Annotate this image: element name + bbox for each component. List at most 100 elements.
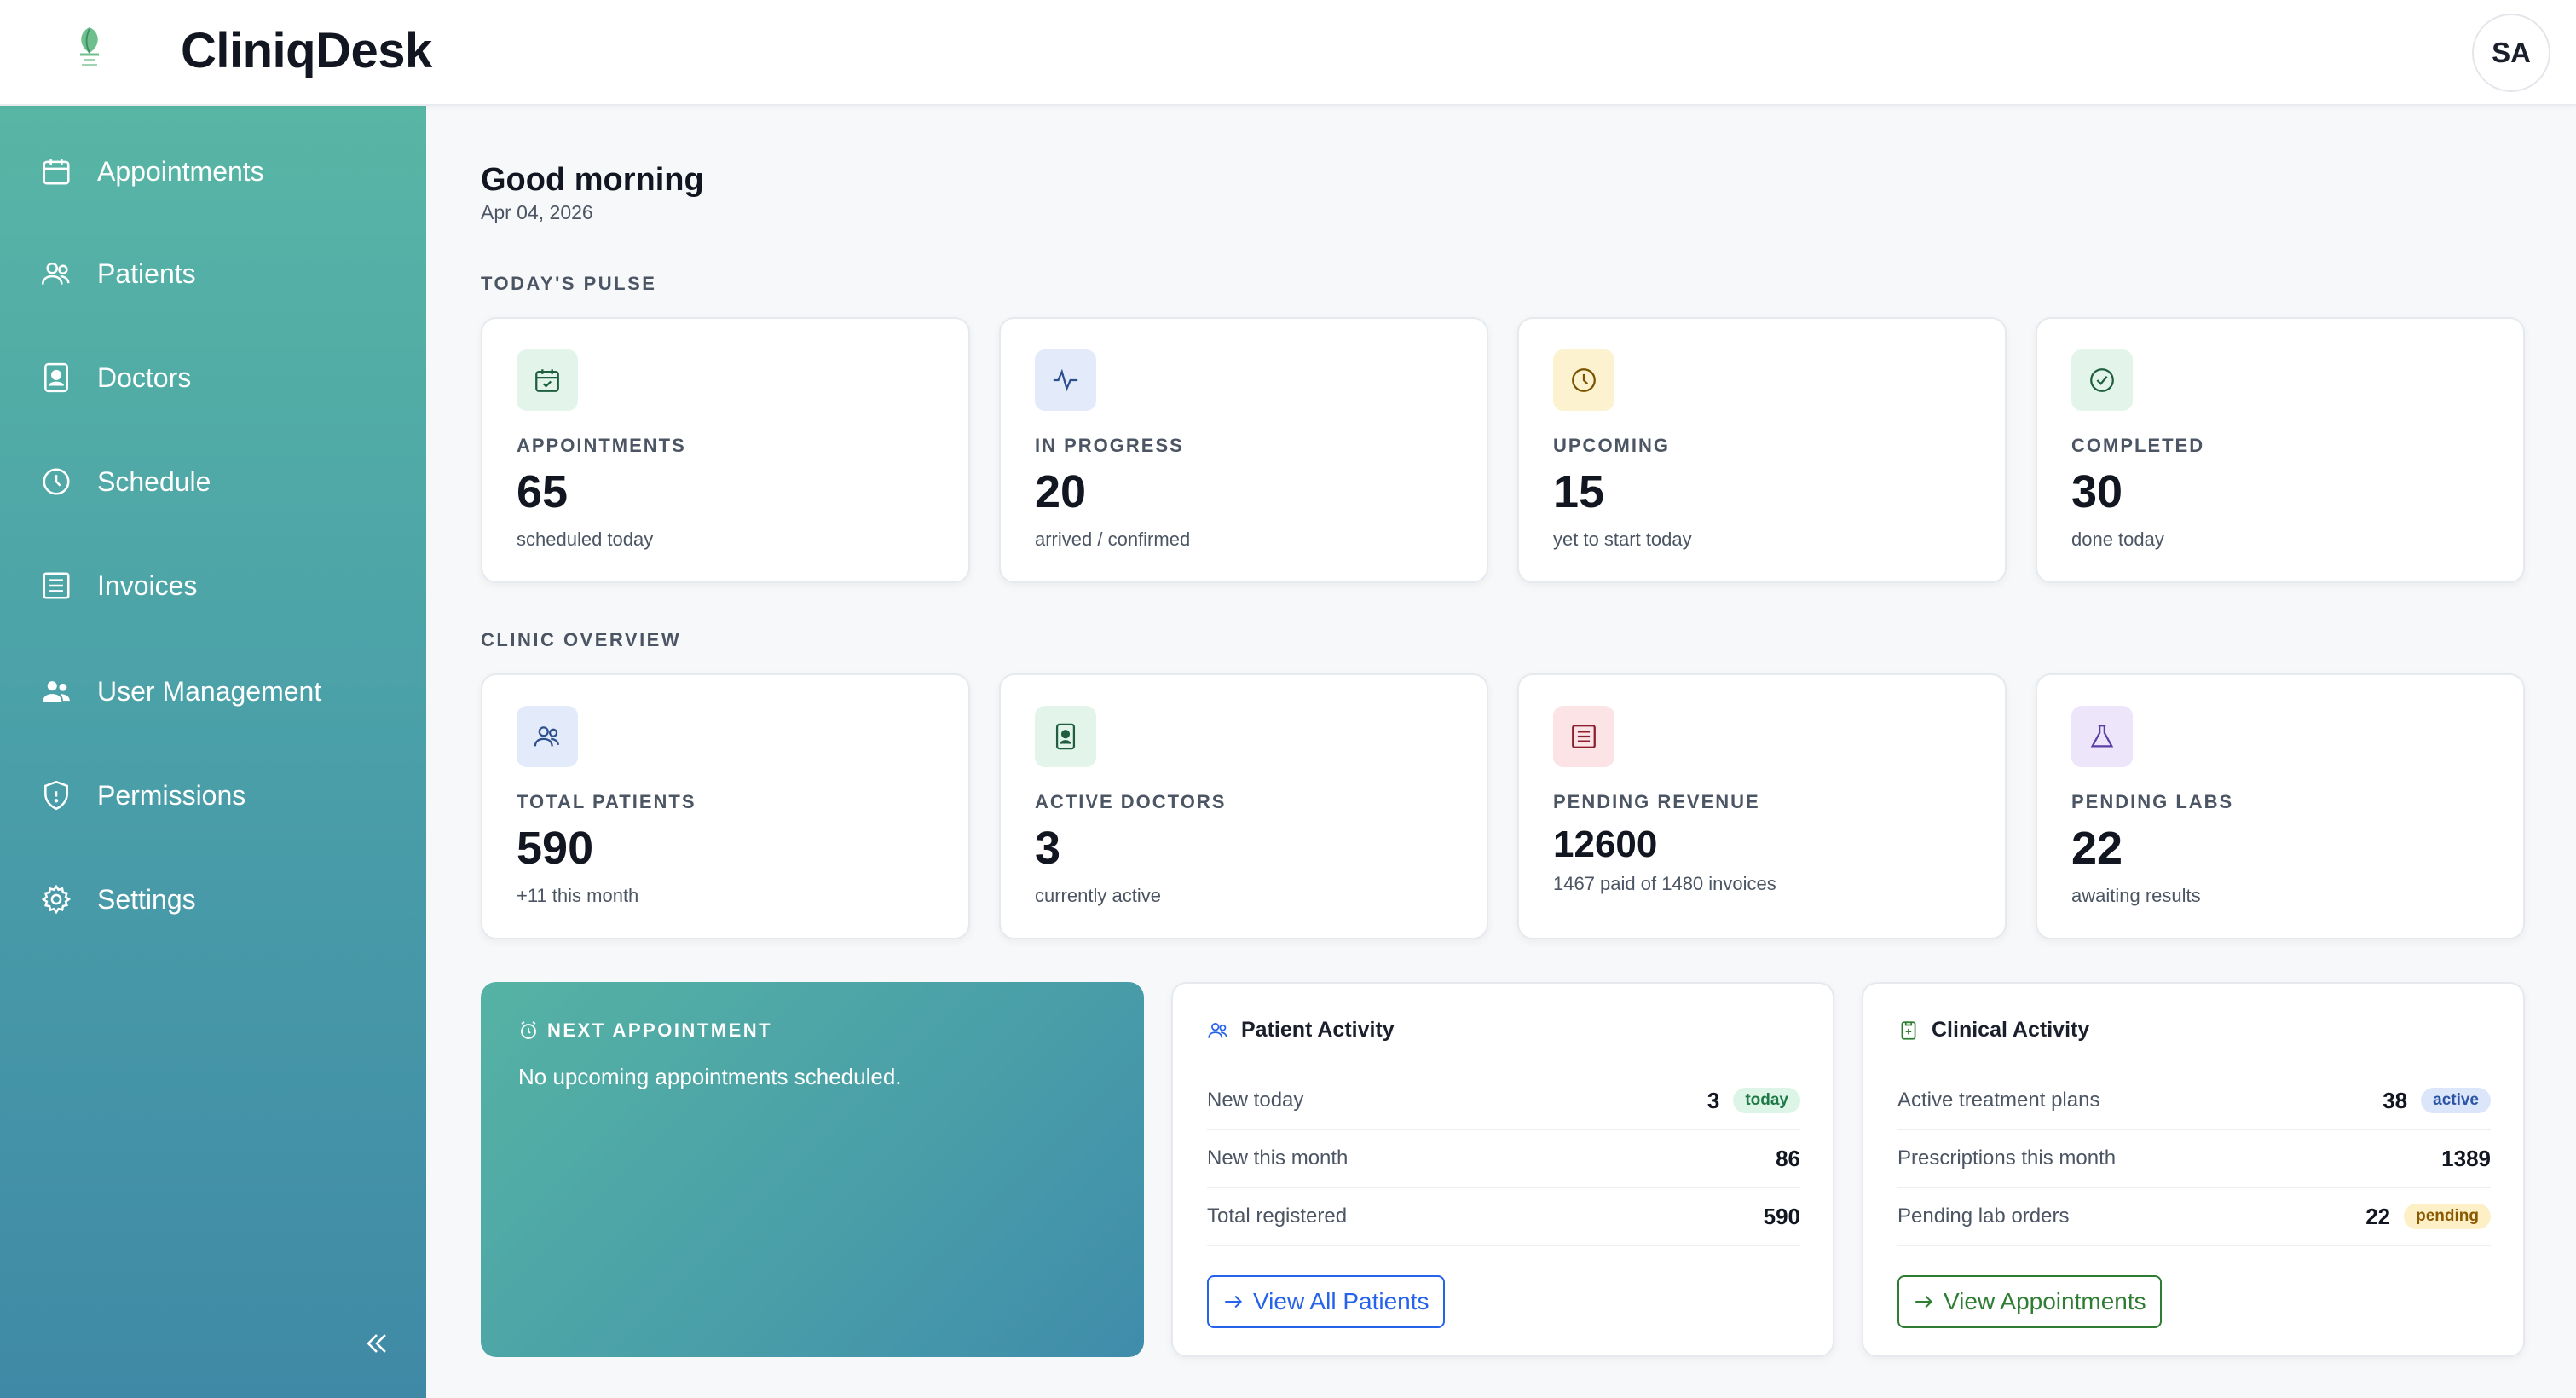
view-appointments-button[interactable]: View Appointments (1897, 1275, 2162, 1328)
section-label-pulse: TODAY'S PULSE (481, 273, 657, 294)
invoice-icon (1553, 706, 1614, 767)
alarm-icon (521, 1021, 536, 1039)
sidebar-item-label: Settings (97, 883, 196, 915)
greeting-title: Good morning (481, 162, 704, 198)
stat-value: 3 (1035, 823, 1061, 874)
sidebar-item-invoices[interactable]: Invoices (0, 547, 426, 624)
sidebar-item-label: Invoices (97, 569, 198, 601)
section-label-overview: CLINIC OVERVIEW (481, 629, 682, 650)
flask-icon (2071, 706, 2133, 767)
next-appointment-title: NEXT APPOINTMENT (547, 1020, 773, 1041)
user-avatar[interactable]: SA (2472, 14, 2550, 92)
gear-icon (39, 882, 73, 916)
sidebar-item-patients[interactable]: Patients (0, 235, 426, 312)
row-value: 38 (2383, 1087, 2408, 1113)
stat-card-in-progress[interactable]: IN PROGRESS 20 arrived / confirmed (999, 317, 1488, 583)
button-label: View All Patients (1253, 1288, 1430, 1314)
status-badge: today (1733, 1088, 1800, 1113)
row-label: Active treatment plans (1897, 1089, 2100, 1112)
stat-card-pending-labs[interactable]: PENDING LABS 22 awaiting results (2036, 673, 2525, 939)
invoice-icon (39, 569, 73, 603)
stat-value: 22 (2071, 823, 2123, 874)
sidebar-item-user-management[interactable]: User Management (0, 653, 426, 730)
stat-value: 590 (517, 823, 594, 874)
row-value: 22 (2365, 1203, 2391, 1229)
stat-subtext: awaiting results (2071, 885, 2201, 906)
stat-card-completed[interactable]: COMPLETED 30 done today (2036, 317, 2525, 583)
stat-label: PENDING LABS (2071, 791, 2234, 812)
stat-subtext: done today (2071, 529, 2164, 550)
clinic-logo (63, 20, 116, 75)
sidebar-item-label: Schedule (97, 465, 211, 497)
stat-subtext: scheduled today (517, 529, 654, 550)
stat-card-upcoming[interactable]: UPCOMING 15 yet to start today (1517, 317, 2007, 583)
stat-subtext: 1467 paid of 1480 invoices (1553, 873, 1776, 894)
row-label: New this month (1207, 1147, 1349, 1170)
row-label: Prescriptions this month (1897, 1147, 2117, 1170)
check-circle-icon (2071, 350, 2133, 411)
clock-icon (1553, 350, 1614, 411)
status-badge: pending (2404, 1204, 2491, 1229)
view-all-patients-button[interactable]: View All Patients (1207, 1275, 1445, 1328)
stat-card-pending-revenue[interactable]: PENDING REVENUE 12600 1467 paid of 1480 … (1517, 673, 2007, 939)
row-value: 590 (1763, 1203, 1800, 1229)
doctor-badge-icon (1035, 706, 1096, 767)
row-label: New today (1207, 1089, 1304, 1112)
stat-label: COMPLETED (2071, 435, 2205, 456)
clinical-activity-panel: Clinical Activity Active treatment plans… (1862, 982, 2525, 1357)
sidebar-item-appointments[interactable]: Appointments (0, 133, 426, 210)
sidebar-item-schedule[interactable]: Schedule (0, 443, 426, 520)
stat-label: PENDING REVENUE (1553, 791, 1760, 812)
activity-icon (1035, 350, 1096, 411)
user-group-icon (39, 674, 73, 708)
users-icon (517, 706, 578, 767)
sidebar: Appointments Patients Doctors Schedule I… (0, 106, 426, 1398)
app-title: CliniqDesk (181, 23, 432, 78)
main-content: Good morning Apr 04, 2026 TODAY'S PULSE … (426, 106, 2576, 1398)
table-row: New this month 86 (1207, 1130, 1800, 1188)
table-row: Prescriptions this month 1389 (1897, 1130, 2491, 1188)
sidebar-item-settings[interactable]: Settings (0, 861, 426, 938)
stat-label: IN PROGRESS (1035, 435, 1184, 456)
users-icon (39, 257, 73, 291)
row-value: 3 (1707, 1087, 1720, 1113)
table-row: Pending lab orders 22 pending (1897, 1188, 2491, 1246)
stat-label: ACTIVE DOCTORS (1035, 791, 1227, 812)
sidebar-item-label: User Management (97, 675, 322, 707)
row-label: Pending lab orders (1897, 1204, 2070, 1228)
row-value: 1389 (2441, 1145, 2491, 1171)
sidebar-item-permissions[interactable]: Permissions (0, 757, 426, 834)
sidebar-item-label: Appointments (97, 155, 264, 187)
arrow-right-icon (1225, 1295, 1243, 1308)
stat-card-total-patients[interactable]: TOTAL PATIENTS 590 +11 this month (481, 673, 970, 939)
row-label: Total registered (1207, 1204, 1348, 1228)
next-appointment-text: No upcoming appointments scheduled. (518, 1064, 902, 1089)
calendar-icon (39, 154, 73, 188)
table-row: Active treatment plans 38 active (1897, 1072, 2491, 1130)
stat-subtext: currently active (1035, 885, 1161, 906)
calendar-check-icon (517, 350, 578, 411)
sidebar-collapse-button[interactable] (358, 1325, 396, 1362)
sidebar-item-doctors[interactable]: Doctors (0, 339, 426, 416)
stat-card-appointments[interactable]: APPOINTMENTS 65 scheduled today (481, 317, 970, 583)
users-icon (1208, 1022, 1227, 1038)
double-chevron-left-icon (367, 1334, 386, 1353)
status-badge: active (2421, 1088, 2491, 1113)
doctor-badge-icon (39, 361, 73, 395)
shield-icon (39, 778, 73, 812)
table-row: New today 3 today (1207, 1072, 1800, 1130)
stat-subtext: yet to start today (1553, 529, 1692, 550)
arrow-right-icon (1915, 1295, 1933, 1308)
row-value: 86 (1776, 1145, 1800, 1171)
stat-label: TOTAL PATIENTS (517, 791, 696, 812)
table-row: Total registered 590 (1207, 1188, 1800, 1246)
patient-activity-panel: Patient Activity New today 3 today New t… (1171, 982, 1834, 1357)
button-label: View Appointments (1944, 1288, 2146, 1314)
sidebar-item-label: Permissions (97, 779, 246, 811)
stat-value: 65 (517, 466, 569, 517)
stat-value: 30 (2071, 466, 2123, 517)
sidebar-item-label: Patients (97, 257, 196, 289)
stat-value: 15 (1553, 466, 1605, 517)
clock-icon (39, 465, 73, 499)
stat-card-active-doctors[interactable]: ACTIVE DOCTORS 3 currently active (999, 673, 1488, 939)
